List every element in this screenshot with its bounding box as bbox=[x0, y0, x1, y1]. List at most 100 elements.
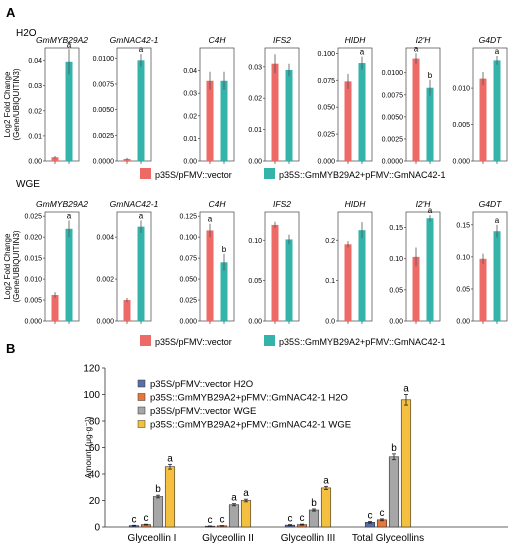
y-tick-label: 0.020 bbox=[24, 235, 42, 242]
bar-overexp bbox=[285, 69, 293, 161]
bar-overexp bbox=[285, 239, 293, 321]
y-tick-label: 0.0050 bbox=[382, 114, 404, 121]
y-tick-label: 0.0100 bbox=[382, 70, 404, 77]
y-tick-label: 0.075 bbox=[317, 78, 335, 85]
y-axis-label: Log2 Fold Change(Gene/UBIQUITIN3) bbox=[3, 230, 21, 302]
y-tick-label: 0.03 bbox=[248, 64, 262, 71]
significance-letter: a bbox=[139, 45, 144, 54]
significance-letter: c bbox=[132, 514, 137, 525]
significance-letter: c bbox=[144, 513, 149, 524]
y-tick-label: 0.004 bbox=[96, 235, 114, 242]
bar-vector bbox=[206, 230, 214, 321]
bar-overexp bbox=[220, 262, 228, 321]
legend-label: p35S::GmMYB29A2+pFMV::GmNAC42-1 H2O bbox=[150, 393, 348, 404]
plot-frame bbox=[405, 47, 441, 162]
legend-swatch bbox=[137, 420, 146, 428]
y-tick-label: 20 bbox=[89, 496, 101, 507]
y-tick-label: 0.02 bbox=[28, 108, 42, 115]
bar-overexp bbox=[493, 60, 501, 161]
y-tick-label: 0.002 bbox=[96, 277, 114, 284]
significance-letter: a bbox=[139, 211, 144, 220]
legend-swatch bbox=[137, 379, 146, 388]
significance-letter: b bbox=[155, 484, 161, 495]
bar-overexp bbox=[493, 231, 501, 321]
y-tick-label: 0.00 bbox=[248, 319, 262, 326]
y-tick-label: 0.10 bbox=[389, 256, 403, 263]
y-tick-label: 0.025 bbox=[24, 214, 42, 221]
y-tick-label: 0.15 bbox=[389, 225, 403, 232]
legend-label-vector: p35S/pFMV::vector bbox=[155, 337, 232, 347]
significance-letter: c bbox=[288, 514, 293, 525]
y-tick-label: 40 bbox=[89, 470, 101, 481]
y-axis-label-line: (Gene/UBIQUITIN3) bbox=[12, 230, 21, 302]
significance-letter: c bbox=[368, 511, 373, 522]
legend-swatch-overexp bbox=[264, 168, 275, 179]
y-tick-label: 0.05 bbox=[456, 286, 470, 293]
significance-letter: a bbox=[243, 488, 249, 499]
plot-frame bbox=[199, 211, 235, 322]
x-category-label: Glyceollin III bbox=[281, 533, 335, 544]
bar-overexp bbox=[220, 80, 228, 161]
gene-title: I2'H bbox=[416, 35, 432, 45]
bar-vector bbox=[206, 80, 214, 161]
subplot-hidh: HIDH 0.0 0.1 0.2 bbox=[325, 199, 373, 326]
bar bbox=[400, 399, 412, 528]
x-category-label: Total Glyceollins bbox=[352, 533, 424, 544]
subplot-ifs2: IFS2 0.00 0.01 0.02 0.03 bbox=[248, 35, 300, 166]
subplot-i2-h: I2'H 0.00 0.05 0.10 0.15 a bbox=[389, 199, 441, 326]
bar-vector bbox=[51, 295, 59, 321]
y-tick-label: 0.03 bbox=[28, 83, 42, 90]
subplot-hidh: HIDH 0.000 0.025 0.050 0.075 0.100 a bbox=[317, 35, 373, 166]
bar bbox=[164, 466, 176, 528]
plot-frame bbox=[44, 211, 80, 322]
significance-letter: a bbox=[495, 47, 500, 56]
gene-title: IFS2 bbox=[273, 199, 291, 209]
subplot-c4h: C4H 0.000 0.025 0.050 0.075 0.100 0.125 a b bbox=[179, 199, 235, 326]
bar-overexp bbox=[137, 226, 145, 321]
bar bbox=[388, 456, 400, 528]
plot-frame bbox=[44, 47, 80, 162]
significance-letter: a bbox=[495, 216, 500, 225]
y-tick-label: 0.1 bbox=[325, 278, 335, 285]
y-tick-label: 0.05 bbox=[389, 287, 403, 294]
legend-label-vector: p35S/pFMV::vector bbox=[155, 170, 232, 180]
y-tick-label: 0.2 bbox=[325, 238, 335, 245]
legend-label-overexp: p35S::GmMYB29A2+pFMV::GmNAC42-1 bbox=[279, 170, 445, 180]
gene-title: G4DT bbox=[479, 199, 502, 209]
bar bbox=[308, 509, 320, 528]
gene-title: GmNAC42-1 bbox=[110, 199, 159, 209]
y-tick-label: 0.00 bbox=[248, 159, 262, 166]
y-tick-label: 0.000 bbox=[179, 319, 197, 326]
y-axis-label-line: Log2 Fold Change bbox=[3, 71, 12, 137]
legend-label-overexp: p35S::GmMYB29A2+pFMV::GmNAC42-1 bbox=[279, 337, 445, 347]
plot-frame bbox=[116, 47, 152, 162]
y-tick-label: 0.005 bbox=[24, 298, 42, 305]
y-tick-label: 0.0025 bbox=[382, 136, 404, 143]
y-axis-label: Log2 Fold Change(Gene/UBIQUITIN3) bbox=[3, 68, 21, 140]
bar-overexp bbox=[426, 87, 434, 161]
legend-swatch bbox=[137, 406, 146, 415]
y-tick-label: 0.01 bbox=[248, 127, 262, 134]
y-tick-label: 0.00 bbox=[389, 319, 403, 326]
y-tick-label: 0.000 bbox=[96, 319, 114, 326]
bar-overexp bbox=[65, 61, 73, 161]
plot-frame bbox=[337, 211, 373, 322]
significance-letter: c bbox=[220, 515, 225, 526]
significance-letter: b bbox=[391, 443, 397, 454]
y-tick-label: 60 bbox=[89, 443, 101, 454]
significance-letter: a bbox=[67, 40, 72, 49]
significance-letter: c bbox=[300, 513, 305, 524]
legend-swatch bbox=[137, 393, 146, 401]
plot-frame bbox=[264, 47, 300, 162]
significance-letter: a bbox=[323, 475, 329, 486]
y-tick-label: 0.10 bbox=[248, 238, 262, 245]
y-tick-label: 100 bbox=[83, 390, 100, 401]
row-h2o: H2O Log2 Fold Change(Gene/UBIQUITIN3) GmMY… bbox=[3, 28, 508, 166]
y-tick-label: 0.050 bbox=[179, 277, 197, 284]
y-tick-label: 0.000 bbox=[452, 159, 470, 166]
y-tick-label: 0.025 bbox=[317, 132, 335, 139]
y-tick-label: 0.03 bbox=[183, 91, 197, 98]
y-tick-label: 0.075 bbox=[179, 256, 197, 263]
significance-letter: b bbox=[428, 71, 433, 80]
